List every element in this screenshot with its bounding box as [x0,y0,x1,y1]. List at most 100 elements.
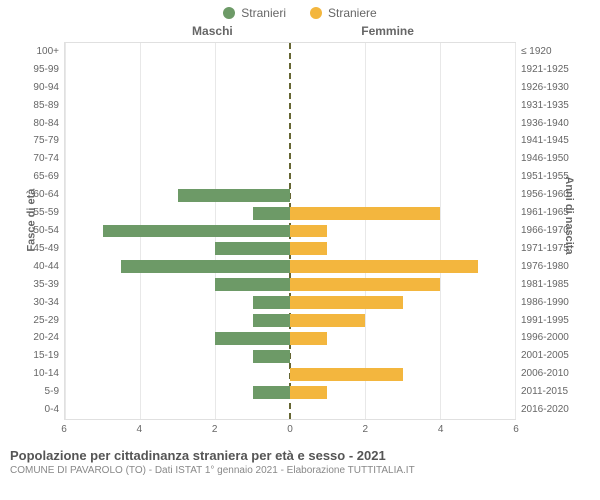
age-label: 85-89 [33,101,65,111]
age-label: 50-54 [33,226,65,236]
age-label: 35-39 [33,280,65,290]
bar-female [290,314,365,327]
birth-year-label: 1986-1990 [515,298,569,308]
bar-female [290,278,440,291]
bar-female [290,207,440,220]
age-label: 60-64 [33,190,65,200]
legend-label-female: Straniere [328,6,377,20]
birth-year-label: 1971-1975 [515,244,569,254]
birth-year-label: 1976-1980 [515,262,569,272]
age-label: 95-99 [33,65,65,75]
age-row: 85-891931-1935 [65,97,515,115]
age-label: 70-74 [33,154,65,164]
x-tick: 6 [513,424,519,435]
column-header-female: Femmine [361,24,414,38]
age-row: 25-291991-1995 [65,312,515,330]
birth-year-label: 1966-1970 [515,226,569,236]
legend: Stranieri Straniere [0,0,600,20]
age-label: 0-4 [45,405,65,415]
legend-item-female: Straniere [310,6,377,20]
age-label: 75-79 [33,136,65,146]
x-tick: 2 [212,424,218,435]
age-row: 100+≤ 1920 [65,43,515,61]
birth-year-label: 1996-2000 [515,333,569,343]
age-row: 40-441976-1980 [65,258,515,276]
age-label: 5-9 [45,387,65,397]
bar-male [253,207,290,220]
birth-year-label: 2006-2010 [515,369,569,379]
bar-female [290,368,403,381]
age-row: 10-142006-2010 [65,365,515,383]
age-row: 70-741946-1950 [65,150,515,168]
footer-title: Popolazione per cittadinanza straniera p… [10,448,590,463]
age-row: 90-941926-1930 [65,79,515,97]
age-label: 10-14 [33,369,65,379]
age-label: 55-59 [33,208,65,218]
age-row: 50-541966-1970 [65,222,515,240]
birth-year-label: 1946-1950 [515,154,569,164]
age-row: 60-641956-1960 [65,186,515,204]
bar-female [290,225,327,238]
bar-male [215,242,290,255]
bar-male [215,278,290,291]
bar-male [253,296,290,309]
x-axis: 6420246 [64,424,516,438]
birth-year-label: 1921-1925 [515,65,569,75]
birth-year-label: 1956-1960 [515,190,569,200]
x-tick: 4 [137,424,143,435]
age-row: 15-192001-2005 [65,347,515,365]
birth-year-label: 1931-1935 [515,101,569,111]
bar-female [290,260,478,273]
age-row: 80-841936-1940 [65,115,515,133]
birth-year-label: 2001-2005 [515,351,569,361]
bar-female [290,386,327,399]
bar-male [178,189,291,202]
age-row: 35-391981-1985 [65,276,515,294]
legend-label-male: Stranieri [241,6,286,20]
age-row: 95-991921-1925 [65,61,515,79]
bar-female [290,296,403,309]
footer-subtitle: COMUNE DI PAVAROLO (TO) - Dati ISTAT 1° … [10,465,590,476]
birth-year-label: 1951-1955 [515,172,569,182]
age-label: 65-69 [33,172,65,182]
x-tick: 2 [363,424,369,435]
population-pyramid-chart: Maschi Femmine Fasce di età Anni di nasc… [8,24,592,442]
bar-male [253,314,290,327]
age-label: 15-19 [33,351,65,361]
legend-item-male: Stranieri [223,6,286,20]
birth-year-label: 2016-2020 [515,405,569,415]
age-row: 65-691951-1955 [65,168,515,186]
bar-male [253,350,290,363]
x-tick: 0 [287,424,293,435]
birth-year-label: 1936-1940 [515,119,569,129]
age-row: 5-92011-2015 [65,383,515,401]
bar-female [290,332,327,345]
birth-year-label: 1981-1985 [515,280,569,290]
legend-swatch-male [223,7,235,19]
age-label: 80-84 [33,119,65,129]
bar-female [290,242,327,255]
age-label: 90-94 [33,83,65,93]
age-label: 45-49 [33,244,65,254]
birth-year-label: 1961-1965 [515,208,569,218]
bar-male [253,386,290,399]
birth-year-label: ≤ 1920 [515,47,552,57]
legend-swatch-female [310,7,322,19]
age-label: 40-44 [33,262,65,272]
age-row: 55-591961-1965 [65,204,515,222]
age-row: 20-241996-2000 [65,329,515,347]
bar-male [215,332,290,345]
age-label: 25-29 [33,316,65,326]
x-tick: 4 [438,424,444,435]
chart-footer: Popolazione per cittadinanza straniera p… [0,442,600,476]
birth-year-label: 1991-1995 [515,316,569,326]
bar-male [121,260,290,273]
bar-male [103,225,291,238]
birth-year-label: 1926-1930 [515,83,569,93]
age-row: 45-491971-1975 [65,240,515,258]
birth-year-label: 2011-2015 [515,387,568,397]
age-label: 30-34 [33,298,65,308]
age-row: 30-341986-1990 [65,294,515,312]
age-label: 20-24 [33,333,65,343]
age-label: 100+ [36,47,65,57]
